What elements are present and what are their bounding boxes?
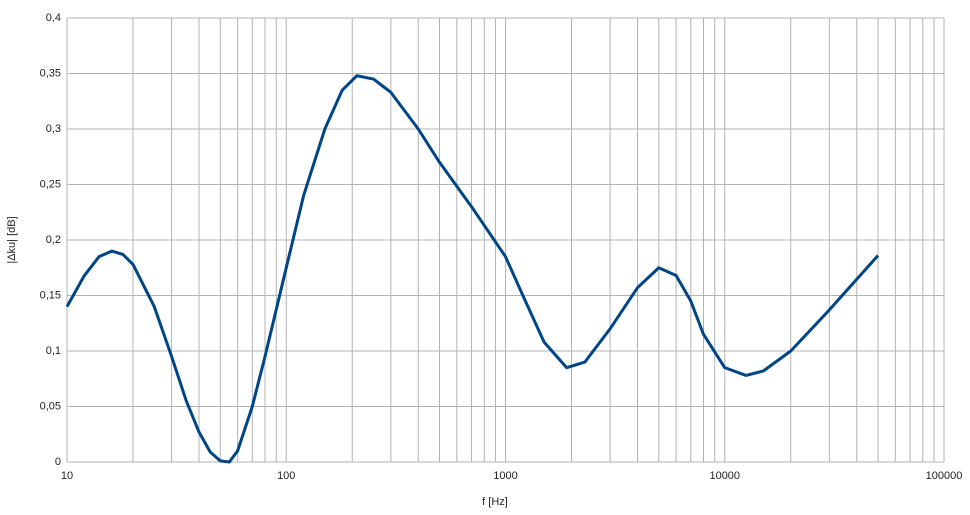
x-tick-label: 100000 — [926, 470, 963, 482]
x-tick-label: 100 — [277, 470, 295, 482]
x-axis-title: f [Hz] — [482, 496, 508, 508]
y-tick-label: 0,1 — [46, 345, 61, 357]
x-tick-label: 10 — [61, 470, 73, 482]
x-tick-label: 1000 — [493, 470, 517, 482]
y-tick-label: 0,3 — [46, 123, 61, 135]
y-tick-label: 0 — [55, 456, 61, 468]
y-tick-label: 0,15 — [40, 289, 61, 301]
y-tick-label: 0,35 — [40, 67, 61, 79]
y-tick-label: 0,25 — [40, 178, 61, 190]
x-tick-label: 10000 — [709, 470, 740, 482]
y-tick-label: 0,4 — [46, 12, 61, 24]
y-axis-title: |Δku| [dB] — [6, 216, 18, 263]
y-tick-label: 0,05 — [40, 400, 61, 412]
series-line — [65, 74, 880, 464]
y-tick-label: 0,2 — [46, 234, 61, 246]
